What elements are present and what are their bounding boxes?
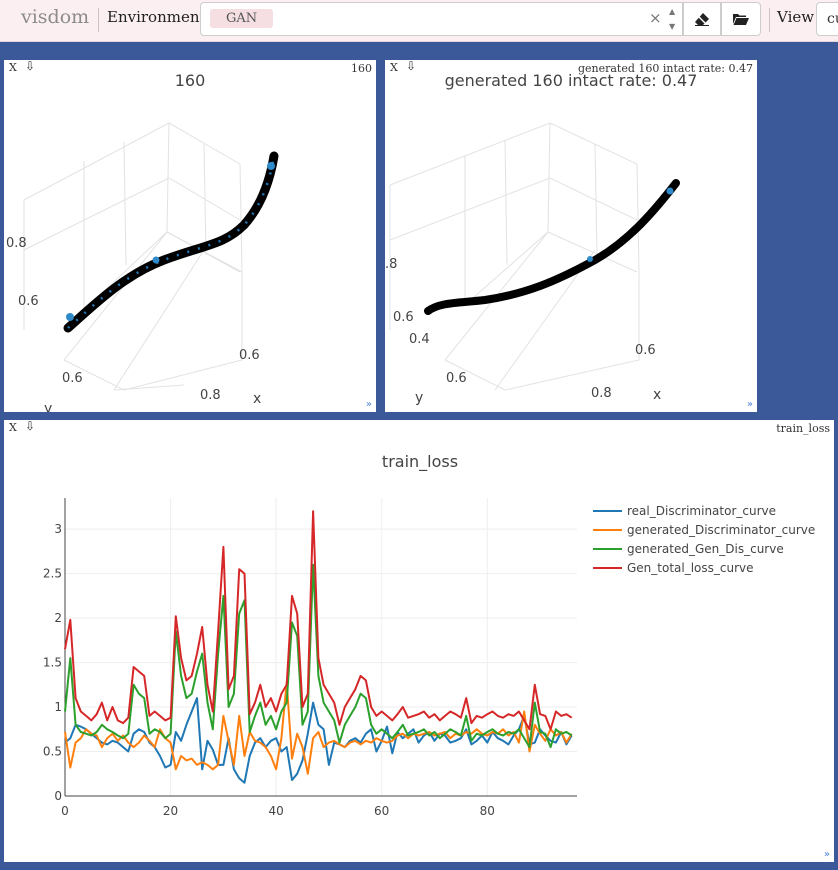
resize-handle-icon[interactable]: » <box>365 399 372 410</box>
pane-header[interactable]: X ⇩ 160 <box>4 60 376 76</box>
environment-select[interactable]: GAN × ▲ ▼ <box>200 2 683 36</box>
z-tick-label: 0.6 <box>18 294 39 309</box>
folder-open-icon <box>733 14 749 25</box>
view-label: View <box>777 8 815 26</box>
legend-entry[interactable]: real_Discriminator_curve <box>627 504 776 518</box>
chart-grid <box>65 498 577 796</box>
plot-title: generated 160 intact rate: 0.47 <box>445 71 698 90</box>
x-tick-label: 0.8 <box>200 388 221 403</box>
clear-selection-icon[interactable]: × <box>649 9 662 27</box>
x-tick-label: 0 <box>61 804 69 818</box>
y-tick-label: 1 <box>54 700 62 714</box>
point-cloud-generated <box>424 179 680 315</box>
train-loss-pane: X ⇩ train_loss train_loss 0 20 40 60 80 0 0.5 1… <box>4 420 834 862</box>
close-pane-button[interactable]: X <box>9 421 17 434</box>
marker <box>66 313 74 321</box>
eraser-icon <box>695 13 709 26</box>
close-pane-button[interactable]: X <box>9 61 17 74</box>
scatter3d-pane-real: X ⇩ 160 160 0.8 0.6 0.6 0.6 0.8 <box>4 60 376 412</box>
y-tick-label: 3 <box>54 522 62 536</box>
chart-series <box>64 510 573 784</box>
point-cloud-real <box>63 151 279 333</box>
scatter3d-plot-real[interactable]: 160 0.8 0.6 0.6 0.6 0.8 x y <box>4 60 376 412</box>
plot-title: 160 <box>175 71 206 90</box>
series-line-generated_Discriminator_curve <box>64 681 573 775</box>
download-icon[interactable]: ⇩ <box>25 420 36 433</box>
marker <box>152 256 160 264</box>
series-line-real_Discriminator_curve <box>64 697 573 784</box>
x-tick-label: 60 <box>374 804 389 818</box>
chart-legend[interactable]: real_Discriminator_curve generated_Discri… <box>593 504 815 575</box>
environment-tag[interactable]: GAN <box>210 9 274 28</box>
3d-grid <box>23 122 243 391</box>
y-axis-label: y <box>44 401 52 412</box>
resize-handle-icon[interactable]: » <box>823 849 830 860</box>
clear-env-button[interactable] <box>683 2 721 36</box>
nav-divider <box>98 8 99 32</box>
legend-entry[interactable]: Gen_total_loss_curve <box>627 561 754 575</box>
pane-header[interactable]: X ⇩ train_loss <box>4 420 834 436</box>
download-icon[interactable]: ⇩ <box>25 60 36 73</box>
x-axis-label: x <box>653 387 661 403</box>
marker <box>267 162 275 170</box>
x-tick-label: 40 <box>268 804 283 818</box>
y-axis-label: y <box>415 390 423 406</box>
z-tick-label: .8 <box>385 257 397 272</box>
y-tick-label: 1.5 <box>43 656 62 670</box>
legend-entry[interactable]: generated_Gen_Dis_curve <box>627 542 784 556</box>
pane-title: generated 160 intact rate: 0.47 <box>577 62 753 75</box>
z-tick-label: 0.8 <box>6 236 27 251</box>
series-line-Gen_total_loss_curve <box>64 510 573 731</box>
y-tick-label: 2 <box>54 611 62 625</box>
y-tick-label: 0.5 <box>43 745 62 759</box>
y-tick-label: 2.5 <box>43 567 62 581</box>
x-tick-label: 0.6 <box>239 348 260 363</box>
x-tick-label: 0.6 <box>635 343 656 358</box>
view-select[interactable]: cu <box>816 2 838 36</box>
chart-title: train_loss <box>382 452 458 472</box>
resize-handle-icon[interactable]: » <box>746 399 753 410</box>
legend-entry[interactable]: generated_Discriminator_curve <box>627 523 815 537</box>
brand-logo[interactable]: visdom <box>21 6 90 28</box>
train-loss-chart[interactable]: train_loss 0 20 40 60 80 0 0.5 1 1.5 2 2.5 3 real_D… <box>4 420 834 862</box>
x-tick-label: 0.6 <box>62 371 83 386</box>
x-tick-label: 20 <box>163 804 178 818</box>
x-tick-label: 0.8 <box>591 386 612 401</box>
scatter3d-pane-generated: X ⇩ generated 160 intact rate: 0.47 gene… <box>385 60 757 412</box>
select-arrows-icon[interactable]: ▲ ▼ <box>669 7 676 31</box>
y-tick-label: 0 <box>54 789 62 803</box>
z-tick-label: 0.6 <box>393 310 414 325</box>
pane-title: train_loss <box>776 422 830 435</box>
x-axis-label: x <box>253 391 261 407</box>
pane-header[interactable]: X ⇩ generated 160 intact rate: 0.47 <box>385 60 757 76</box>
close-pane-button[interactable]: X <box>390 61 398 74</box>
x-tick-label: 80 <box>480 804 495 818</box>
manage-env-button[interactable] <box>721 2 761 36</box>
marker <box>587 256 593 262</box>
x-tick-label: 0.6 <box>446 371 467 386</box>
marker <box>666 187 674 195</box>
y-tick-label: 0.4 <box>409 332 430 347</box>
scatter3d-plot-generated[interactable]: generated 160 intact rate: 0.47 .8 0.6 0… <box>385 60 757 412</box>
nav-divider <box>769 8 770 32</box>
series-line-generated_Gen_Dis_curve <box>64 563 573 749</box>
top-navbar: visdom Environment GAN × ▲▼ View cu <box>0 0 838 42</box>
pane-title: 160 <box>351 62 372 75</box>
download-icon[interactable]: ⇩ <box>406 60 417 73</box>
environment-label: Environment <box>107 8 206 26</box>
